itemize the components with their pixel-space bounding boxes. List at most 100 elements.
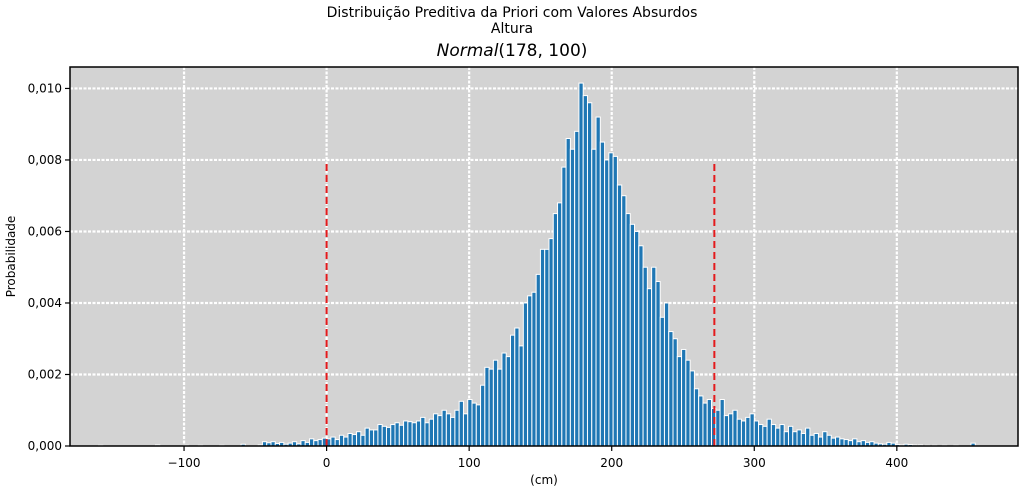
histogram-bar-63 <box>501 352 507 447</box>
histogram-bar-124 <box>762 425 768 447</box>
y-tick-label-5: 0,010 <box>28 81 62 95</box>
histogram-bar-90 <box>616 184 623 447</box>
histogram-bar-96 <box>642 266 648 447</box>
histogram-bar-68 <box>522 302 529 447</box>
chart-subtitle: Altura <box>490 21 534 37</box>
histogram-bar-133 <box>800 432 807 447</box>
histogram-bar-52 <box>454 409 460 447</box>
histogram-bar-58 <box>480 384 486 447</box>
histogram-bar-42 <box>411 422 417 447</box>
histogram-bar-114 <box>719 399 725 447</box>
histogram-bar-23 <box>330 436 336 447</box>
histogram-bar-93 <box>629 223 636 447</box>
histogram-bar-67 <box>518 345 524 447</box>
histogram-bar-69 <box>527 295 533 447</box>
x-axis-ticks: −100 0 100 200 300 400 <box>168 446 908 470</box>
histogram-bar-40 <box>403 420 409 447</box>
histogram-bar-143 <box>843 439 849 447</box>
histogram-bar-99 <box>655 281 661 447</box>
chart-title: Distribuição Preditiva da Priori com Val… <box>326 5 698 21</box>
histogram-bar-107 <box>689 370 695 447</box>
histogram-bar-66 <box>514 327 520 447</box>
histogram-bar-137 <box>817 436 824 447</box>
histogram-bar-59 <box>484 366 490 447</box>
histogram-bar-26 <box>343 436 349 447</box>
histogram-bar-39 <box>398 424 405 447</box>
histogram-bar-16 <box>300 440 306 447</box>
histogram-bar-117 <box>732 409 738 447</box>
histogram-bar-138 <box>822 431 828 447</box>
histogram-bar-70 <box>531 291 537 447</box>
histogram-bar-145 <box>852 438 858 447</box>
histogram-bar-113 <box>715 409 721 447</box>
histogram-bar-76 <box>557 202 563 447</box>
histogram-bar-109 <box>698 395 704 447</box>
histogram-bar-85 <box>595 116 601 447</box>
histogram-bar-35 <box>381 425 387 447</box>
histogram-bar-41 <box>407 421 413 447</box>
histogram-bar-103 <box>672 338 678 447</box>
histogram-bar-116 <box>728 413 734 447</box>
histogram-bar-77 <box>561 166 567 447</box>
histogram-bar-140 <box>830 437 837 447</box>
histogram-bar-142 <box>839 438 845 447</box>
histogram-bar-105 <box>681 348 687 447</box>
histogram-bar-106 <box>685 359 691 447</box>
histogram-bar-33 <box>373 429 379 447</box>
histogram-bar-65 <box>509 334 516 447</box>
histogram-bar-36 <box>385 426 392 447</box>
x-axis-label: (cm) <box>530 473 558 487</box>
histogram-bar-50 <box>445 413 452 447</box>
histogram-bar-20 <box>317 439 323 447</box>
histogram-bar-31 <box>364 427 370 447</box>
histogram-bar-108 <box>693 388 700 447</box>
axes-title: Normal(178, 100) <box>0 41 1024 61</box>
y-tick-label-2: 0,004 <box>28 296 62 310</box>
histogram-bar-27 <box>347 432 353 447</box>
histogram-bar-30 <box>360 434 366 447</box>
histogram-bar-132 <box>796 429 802 447</box>
histogram-bar-127 <box>775 427 781 447</box>
histogram-bar-37 <box>390 424 396 447</box>
histogram-bar-82 <box>582 95 588 447</box>
histogram-bar-25 <box>338 434 345 447</box>
histogram-bar-97 <box>646 288 653 447</box>
histogram-bar-134 <box>805 427 811 447</box>
histogram-bar-53 <box>458 400 464 447</box>
histogram-bar-74 <box>548 238 554 447</box>
histogram-bar-139 <box>826 434 832 447</box>
histogram-bar-126 <box>770 424 777 447</box>
histogram-bar-88 <box>608 152 614 447</box>
histogram-bar-72 <box>539 248 546 447</box>
distribution-name: Normal <box>436 41 499 61</box>
histogram-bar-47 <box>433 413 439 447</box>
y-axis-ticks: 0,000 0,002 0,004 0,006 0,008 0,010 <box>28 81 70 453</box>
histogram-bar-57 <box>475 404 482 447</box>
x-tick-label-5: 400 <box>885 456 908 470</box>
histogram-bar-98 <box>651 266 657 447</box>
histogram-bar-80 <box>574 130 580 447</box>
histogram-bar-94 <box>634 230 640 447</box>
histogram-bar-123 <box>758 424 764 447</box>
histogram-bar-101 <box>663 302 670 447</box>
histogram-bar-91 <box>621 195 627 447</box>
histogram-bar-28 <box>351 434 358 447</box>
histogram-bar-87 <box>604 159 610 447</box>
histogram-bar-122 <box>753 420 760 447</box>
histogram-bar-119 <box>740 420 747 447</box>
histogram-bar-144 <box>847 440 854 447</box>
y-tick-label-0: 0,000 <box>28 439 62 453</box>
histogram-bar-48 <box>437 415 443 447</box>
histogram-bar-62 <box>497 368 503 447</box>
histogram-bar-115 <box>723 415 730 447</box>
histogram-bar-118 <box>736 418 742 447</box>
histogram-bar-121 <box>749 413 755 447</box>
histogram-bar-135 <box>809 434 815 447</box>
x-tick-label-2: 100 <box>458 456 481 470</box>
histogram-bar-79 <box>569 148 576 447</box>
histogram-bar-73 <box>544 248 550 447</box>
histogram-bar-78 <box>565 138 571 447</box>
y-axis-label: Probabilidade <box>4 216 18 298</box>
histogram-bar-147 <box>860 440 866 447</box>
histogram-bar-92 <box>625 213 631 447</box>
